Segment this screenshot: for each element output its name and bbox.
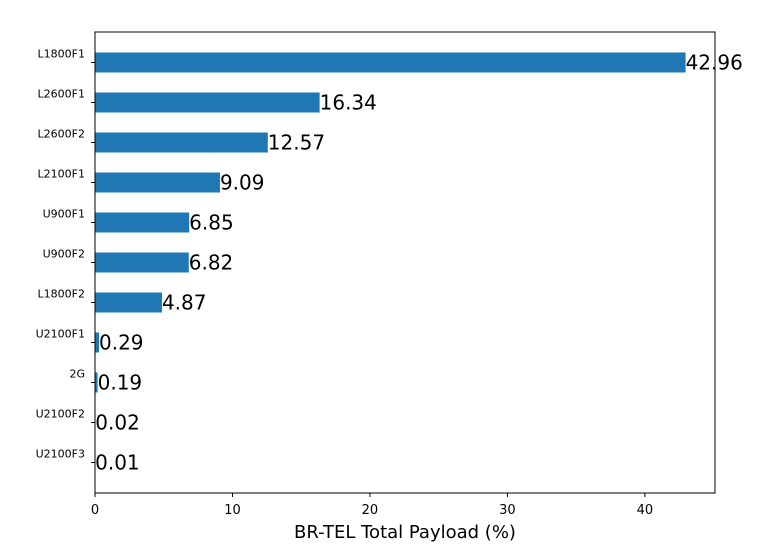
x-axis-label: BR-TEL Total Payload (%): [294, 522, 516, 543]
bar-L1800F1: [95, 52, 686, 73]
x-tick-label: 40: [637, 503, 654, 518]
x-tick-label: 20: [362, 503, 379, 518]
value-label: 16.34: [320, 91, 377, 115]
bar-L2600F1: [95, 92, 320, 113]
y-tick-label: U2100F1: [36, 328, 85, 341]
value-label: 0.19: [98, 371, 143, 395]
value-label: 9.09: [220, 171, 265, 195]
y-tick-label: U2100F2: [36, 408, 85, 421]
x-tick-label: 30: [499, 503, 516, 518]
value-labels: 42.96 16.34 12.579.09 6.85 6.82 4.87 0.29 0.19 0…: [95, 51, 743, 475]
y-tick-label: 2G: [69, 368, 85, 381]
bars-group: [95, 52, 686, 473]
bar-U900F2: [95, 252, 189, 273]
value-label: 6.85: [189, 211, 234, 235]
y-tick-labels: L1800F1 L2600F1 L2600F2 L2100F1 U900F1 U900F2…: [36, 48, 85, 461]
bar-U2100F1: [95, 332, 99, 353]
x-ticks: 0 10 20 30 40: [91, 493, 653, 518]
bar-L1800F2: [95, 292, 162, 313]
y-tick-label: L2600F1: [38, 88, 85, 101]
y-tick-label: L1800F2: [38, 288, 85, 301]
y-tick-label: U900F1: [43, 208, 85, 221]
bar-U900F1: [95, 212, 190, 233]
x-tick-label: 0: [91, 503, 99, 518]
value-label: 4.87: [162, 291, 207, 315]
value-label: 0.29: [99, 331, 144, 355]
bar-L2600F2: [95, 132, 268, 153]
value-label: 6.82: [189, 251, 234, 275]
y-tick-label: L1800F1: [38, 48, 85, 61]
y-tick-label: L2600F2: [38, 128, 85, 141]
y-tick-label: U2100F3: [36, 448, 85, 461]
x-tick-label: 10: [224, 503, 241, 518]
value-label: 0.02: [95, 411, 140, 435]
bar-L2100F1: [95, 172, 220, 193]
bar-2G: [95, 372, 98, 393]
value-label: 42.96: [686, 51, 743, 75]
y-tick-label: U900F2: [43, 248, 85, 261]
value-label: 12.57: [268, 131, 325, 155]
y-ticks: [91, 62, 95, 463]
plot-frame: [94, 31, 716, 494]
y-tick-label: L2100F1: [38, 168, 85, 181]
value-label: 0.01: [95, 451, 140, 475]
